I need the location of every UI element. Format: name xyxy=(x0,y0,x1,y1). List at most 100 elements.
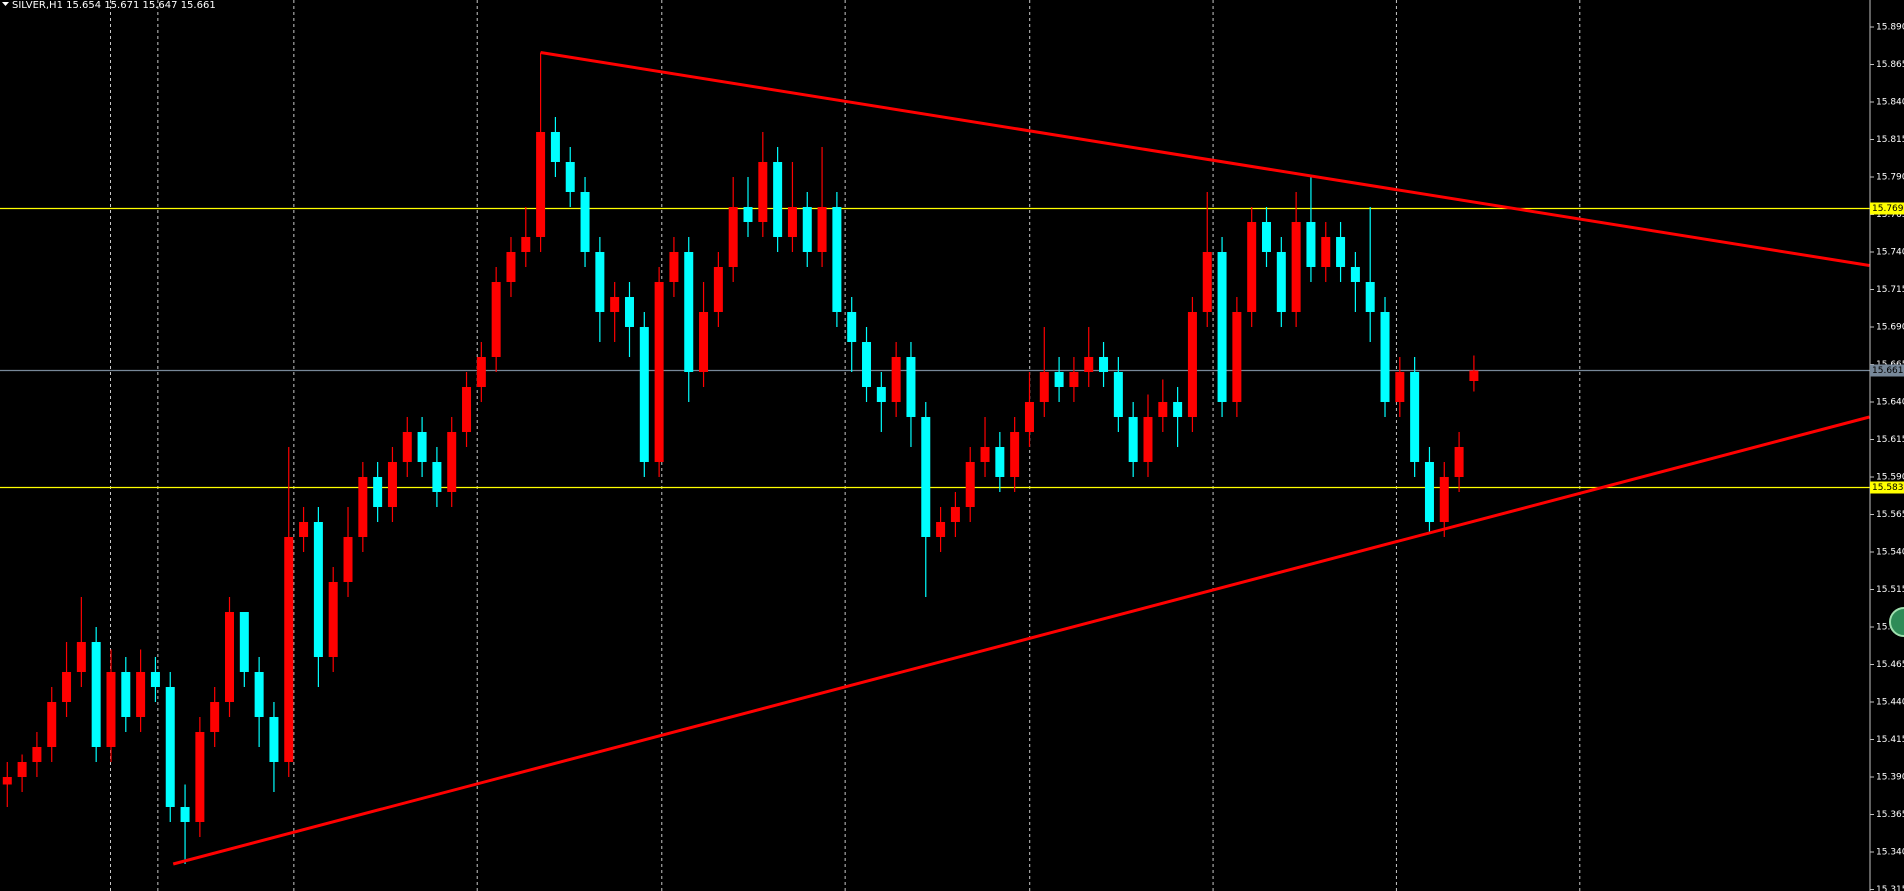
y-tick-label: 15.840 xyxy=(1876,98,1904,108)
candle-body xyxy=(580,192,590,252)
candle-body xyxy=(624,297,634,327)
candle-body xyxy=(1143,417,1153,462)
y-tick-label: 15.365 xyxy=(1876,810,1904,820)
candle-body xyxy=(136,672,146,717)
candle-body xyxy=(2,777,12,785)
candle-body xyxy=(195,732,205,822)
y-tick-label: 15.390 xyxy=(1876,773,1904,783)
candle-body xyxy=(47,702,57,747)
candle-body xyxy=(817,207,827,252)
level-label: 15.583 xyxy=(1872,483,1904,493)
candle-body xyxy=(165,687,175,807)
candle-body xyxy=(684,252,694,372)
candle-body xyxy=(447,432,457,492)
candle-body xyxy=(1084,357,1094,372)
y-tick-label: 15.340 xyxy=(1876,848,1904,858)
candle-body xyxy=(980,447,990,462)
candle-body xyxy=(1069,372,1079,387)
candle-body xyxy=(1039,372,1049,402)
candle-body xyxy=(506,252,516,282)
candle-body xyxy=(254,672,264,717)
y-tick-label: 15.440 xyxy=(1876,698,1904,708)
candle-body xyxy=(76,642,86,672)
price-axis: 15.89015.86515.84015.81515.79015.76515.7… xyxy=(1869,0,1904,891)
candle-body xyxy=(639,327,649,462)
candle-body xyxy=(847,312,857,342)
y-tick-label: 15.415 xyxy=(1876,735,1904,745)
candle-body xyxy=(121,672,131,717)
level-label-box xyxy=(1870,481,1904,494)
candle-body xyxy=(832,207,842,312)
y-tick-label: 15.465 xyxy=(1876,660,1904,670)
candle-body xyxy=(965,462,975,507)
candle-body xyxy=(787,207,797,237)
level-label: 15.769 xyxy=(1872,204,1904,214)
candle-body xyxy=(1099,357,1109,372)
y-tick-label: 15.790 xyxy=(1876,173,1904,183)
candle-body xyxy=(669,252,679,282)
candle-body xyxy=(62,672,72,702)
candle-body xyxy=(239,612,249,672)
candle-body xyxy=(565,162,575,192)
candle-body xyxy=(595,252,605,312)
level-label: 15.661 xyxy=(1872,366,1904,376)
candle-body xyxy=(1187,312,1197,417)
candle-body xyxy=(284,537,294,762)
candle-body xyxy=(1336,237,1346,267)
candle-body xyxy=(1202,252,1212,312)
candle-body xyxy=(343,537,353,582)
menu-arrow[interactable] xyxy=(2,2,9,6)
y-tick-label: 15.315 xyxy=(1876,885,1904,891)
candle-body xyxy=(32,747,42,762)
candle-body xyxy=(1395,372,1405,402)
candle-body xyxy=(225,612,234,702)
candle-body xyxy=(432,462,442,492)
levels xyxy=(0,207,1870,489)
candle-body xyxy=(462,387,472,432)
y-tick-label: 15.615 xyxy=(1876,435,1904,445)
symbol: SILVER,H1 xyxy=(12,0,63,11)
candle-body xyxy=(1173,402,1183,417)
candle-body xyxy=(417,432,427,462)
candle-body xyxy=(1247,222,1257,312)
candle-body xyxy=(1365,282,1375,312)
trade-button[interactable] xyxy=(1889,607,1904,637)
y-tick-label: 15.540 xyxy=(1876,548,1904,558)
y-tick-label: 15.865 xyxy=(1876,60,1904,70)
candle-body xyxy=(1010,432,1020,477)
candle-body xyxy=(402,432,412,462)
candle-body xyxy=(1439,477,1449,522)
candle-body xyxy=(1380,312,1390,402)
candle-body xyxy=(654,282,664,462)
y-tick-label: 15.515 xyxy=(1876,585,1904,595)
level-label-box xyxy=(1870,202,1904,215)
candle-body xyxy=(773,162,783,237)
candle-body xyxy=(150,672,160,687)
candle-body xyxy=(891,357,901,402)
candle-body xyxy=(1054,372,1064,387)
header: SILVER,H1 15.654 15.671 15.647 15.661 xyxy=(2,0,216,11)
ohlc-open: 15.654 xyxy=(66,0,101,11)
candle-body xyxy=(1350,267,1360,282)
ohlc-high: 15.671 xyxy=(104,0,139,11)
candle-body xyxy=(1262,222,1271,252)
candle-body xyxy=(1306,222,1316,267)
y-tick-label: 15.815 xyxy=(1876,135,1904,145)
candle-body xyxy=(550,132,560,162)
candle-body xyxy=(1024,402,1034,432)
trendline xyxy=(540,51,1870,267)
y-tick-label: 15.690 xyxy=(1876,323,1904,333)
trendlines xyxy=(172,51,1870,866)
candle-body xyxy=(995,447,1005,477)
candle-body xyxy=(728,207,738,267)
trendline xyxy=(172,415,1870,866)
candle-body xyxy=(387,462,397,507)
candle-body xyxy=(936,522,946,537)
candle-body xyxy=(1217,252,1227,402)
candle-body xyxy=(299,522,309,537)
y-tick-label: 15.590 xyxy=(1876,473,1904,483)
candle-body xyxy=(1424,462,1434,522)
level-label-box xyxy=(1870,364,1904,377)
